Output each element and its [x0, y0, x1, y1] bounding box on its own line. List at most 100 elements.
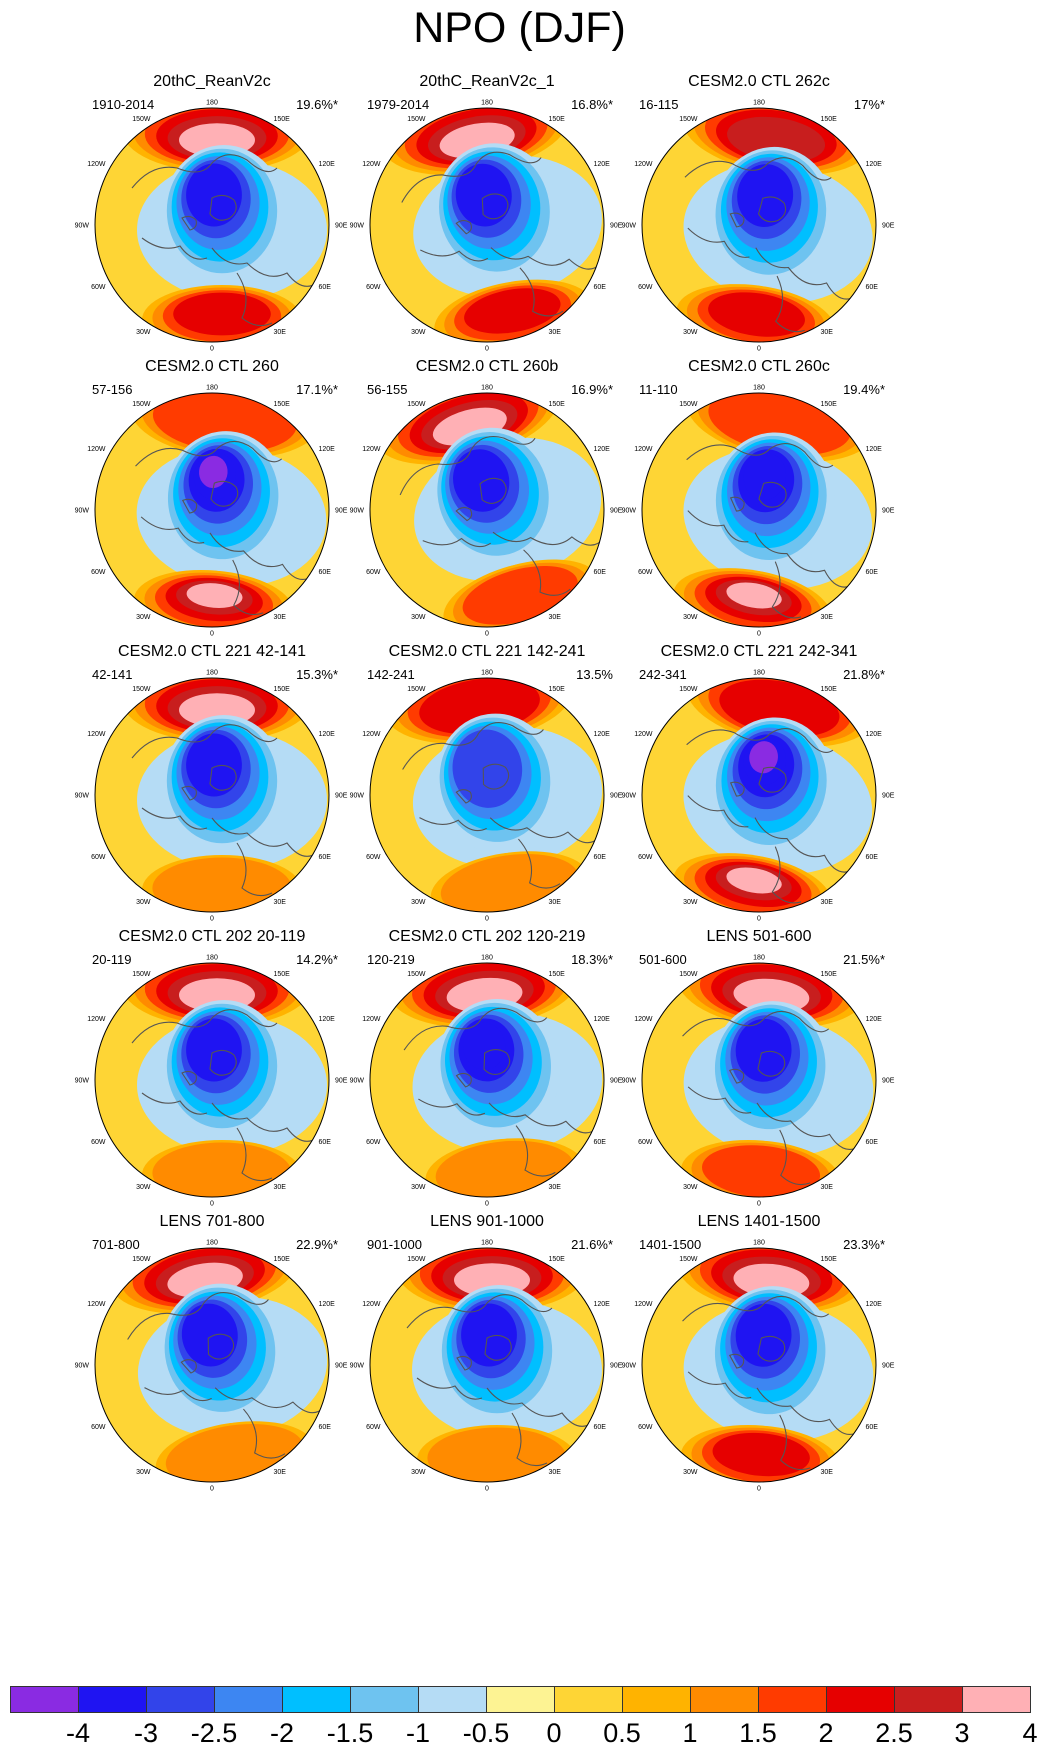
longitude-label: 120E [319, 446, 336, 453]
colorbar-segment [418, 1686, 487, 1713]
colorbar-tick-label: -2.5 [190, 1718, 238, 1748]
arctic-low-contour [461, 1303, 517, 1367]
coastline [775, 275, 805, 333]
coastline [144, 1387, 212, 1402]
longitude-label: 90E [610, 1363, 623, 1370]
map-border [94, 677, 330, 913]
longitude-label: 180 [481, 385, 493, 392]
longitude-label: 30W [411, 614, 426, 621]
longitude-label: 60W [91, 1424, 106, 1431]
longitude-label: 90E [335, 223, 348, 230]
coastline [140, 516, 205, 544]
longitude-label: 60W [366, 569, 381, 576]
coastline [209, 532, 312, 580]
atlantic-high-contour [173, 292, 271, 336]
longitude-label: 120E [866, 446, 883, 453]
longitude-label: 150E [821, 116, 838, 123]
longitude-label: 120W [634, 1301, 653, 1308]
atlantic-high-contour [152, 1142, 292, 1197]
coastline [754, 532, 853, 588]
panel-title: CESM2.0 CTL 260c [688, 358, 830, 375]
map-border [641, 962, 877, 1198]
longitude-label: 180 [753, 1240, 765, 1247]
longitude-label: 60E [319, 1139, 332, 1146]
coastline [422, 537, 492, 548]
colorbar-segment [282, 1686, 351, 1713]
coastline [687, 795, 749, 828]
coastline [728, 1068, 745, 1084]
longitude-label: 60E [594, 1424, 607, 1431]
longitude-label: 120E [319, 1016, 336, 1023]
coastline [755, 247, 856, 300]
longitude-label: 60W [638, 854, 653, 861]
longitude-label: 30E [274, 614, 287, 621]
longitude-label: 150E [274, 971, 291, 978]
coastline [515, 1125, 556, 1177]
map-border [641, 392, 877, 628]
longitude-label: 150E [274, 116, 291, 123]
longitude-label: 90E [882, 793, 895, 800]
colorbar-tick-label: 0 [546, 1718, 562, 1748]
colorbar-tick-label: -1.5 [326, 1718, 374, 1748]
coastline [489, 817, 600, 844]
longitude-label: 180 [481, 1240, 493, 1247]
atlantic-high-contour [712, 1432, 810, 1477]
coastline [518, 838, 561, 889]
map-border [641, 677, 877, 913]
atlantic-high-contour [702, 1145, 821, 1198]
longitude-label: 150W [679, 116, 698, 123]
coastline [684, 157, 832, 181]
polar-map: 180 150E 120E 90E 60E 30E 0 30W 60W 90W 120W 150W [622, 953, 895, 1208]
longitude-label: 60W [91, 1139, 106, 1146]
longitude-label: 60E [866, 854, 879, 861]
longitude-label: 30W [683, 614, 698, 621]
panel-variance: 19.4%* [843, 382, 885, 397]
longitude-label: 150W [679, 686, 698, 693]
panel-period: 57-156 [92, 382, 133, 397]
longitude-label: 150W [132, 971, 151, 978]
coastline [401, 151, 542, 203]
longitude-label: 30W [683, 899, 698, 906]
longitude-label: 180 [481, 955, 493, 962]
longitude-label: 120E [866, 1301, 883, 1308]
figure-title: NPO (DJF) [413, 4, 626, 52]
longitude-label: 90W [622, 1363, 637, 1370]
longitude-label: 150E [274, 686, 291, 693]
arctic-low-contour [743, 452, 787, 501]
longitude-label: 30E [274, 899, 287, 906]
panel-variance: 16.9%* [571, 382, 613, 397]
longitude-label: 120E [319, 161, 336, 168]
coastline [687, 227, 750, 258]
longitude-label: 120W [362, 446, 381, 453]
longitude-label: 30E [821, 1469, 834, 1476]
coastline [482, 763, 510, 790]
coastline [131, 154, 278, 189]
longitude-label: 90W [75, 223, 90, 230]
longitude-label: 30E [274, 329, 287, 336]
panel-variance: 21.8%* [843, 667, 885, 682]
longitude-label: 30E [274, 1469, 287, 1476]
coastline [687, 1086, 752, 1114]
map-panel: 180 150E 120E 90E 60E 30E 0 30W 60W 90W 120W 150W CE… [62, 638, 362, 958]
polar-map: 180 150E 120E 90E 60E 30E 0 30W 60W 90W 120W 150W [350, 662, 623, 925]
longitude-label: 180 [206, 100, 218, 107]
coastline [754, 817, 853, 873]
panel-period: 901-1000 [367, 1237, 422, 1252]
longitude-label: 0 [210, 631, 214, 638]
polar-map: 180 150E 120E 90E 60E 30E 0 30W 60W 90W 120W 150W [75, 1232, 348, 1495]
arctic-low-contour [199, 455, 228, 489]
longitude-label: 30W [683, 1184, 698, 1191]
map-border [94, 1247, 330, 1483]
map-panel: 180 150E 120E 90E 60E 30E 0 30W 60W 90W 120W 150W LE… [62, 1208, 362, 1528]
panel-variance: 17.1%* [296, 382, 338, 397]
longitude-label: 150W [679, 971, 698, 978]
longitude-label: 30E [821, 1184, 834, 1191]
longitude-label: 60E [594, 569, 607, 576]
colorbar-segment [894, 1686, 963, 1713]
map-panel: 180 150E 120E 90E 60E 30E 0 30W 60W 90W 120W 150W CE… [337, 353, 637, 673]
longitude-label: 180 [481, 100, 493, 107]
colorbar-segment [78, 1686, 147, 1713]
longitude-label: 180 [753, 670, 765, 677]
panel-variance: 13.5% [576, 667, 613, 682]
longitude-label: 60E [319, 854, 332, 861]
